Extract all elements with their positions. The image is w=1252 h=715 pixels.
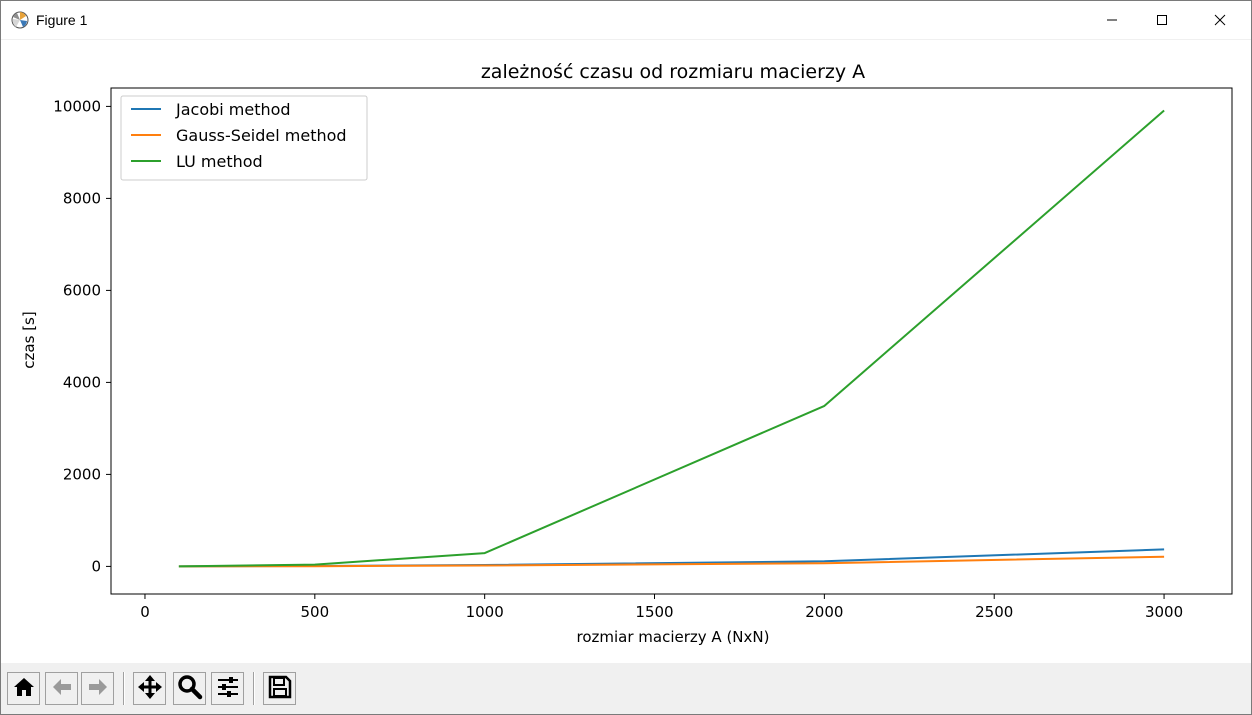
title-bar[interactable]: Figure 1 (1, 1, 1251, 40)
legend-label: Jacobi method (175, 100, 291, 119)
home-icon (12, 675, 36, 703)
maximize-button[interactable] (1139, 1, 1185, 39)
x-tick-label: 1500 (635, 603, 673, 621)
chart-title: zależność czasu od rozmiaru macierzy A (481, 61, 865, 83)
y-axis-ticks: 0 2000 4000 6000 8000 10000 (53, 97, 111, 575)
y-tick-label: 8000 (63, 189, 101, 207)
y-tick-label: 0 (91, 557, 101, 575)
x-tick-label: 2500 (975, 603, 1013, 621)
y-tick-label: 4000 (63, 373, 101, 391)
y-tick-label: 2000 (63, 465, 101, 483)
close-icon (1214, 11, 1226, 30)
magnifier-icon (177, 674, 203, 704)
configure-subplots-button[interactable] (211, 672, 244, 705)
minimize-icon (1106, 11, 1118, 30)
x-tick-label: 500 (300, 603, 329, 621)
legend: Jacobi method Gauss-Seidel method LU metho… (120, 95, 368, 181)
forward-button[interactable] (81, 672, 114, 705)
maximize-icon (1156, 11, 1168, 30)
minimize-button[interactable] (1089, 1, 1135, 39)
zoom-button[interactable] (173, 672, 206, 705)
y-tick-label: 6000 (63, 281, 101, 299)
x-axis-ticks: 0 500 1000 1500 2000 2500 3000 (140, 594, 1183, 621)
toolbar-separator (123, 672, 125, 705)
series-line-gauss-seidel-method (178, 555, 1165, 568)
legend-label: Gauss-Seidel method (176, 126, 347, 145)
close-button[interactable] (1197, 1, 1243, 39)
x-tick-label: 3000 (1145, 603, 1183, 621)
home-button[interactable] (7, 672, 40, 705)
legend-label: LU method (176, 152, 263, 171)
plot-frame (110, 87, 1233, 595)
series-line-lu-method (178, 109, 1165, 568)
window-title: Figure 1 (36, 12, 88, 28)
figure-canvas[interactable]: zależność czasu od rozmiaru macierzy A 0… (1, 40, 1251, 663)
back-button[interactable] (45, 672, 78, 705)
pan-button[interactable] (133, 672, 166, 705)
arrow-right-icon (86, 675, 110, 703)
toolbar-separator (253, 672, 255, 705)
move-icon (137, 674, 163, 704)
y-tick-label: 10000 (53, 97, 101, 115)
floppy-disk-icon (267, 674, 293, 704)
save-button[interactable] (263, 672, 296, 705)
arrow-left-icon (50, 675, 74, 703)
navigation-toolbar (1, 663, 1251, 714)
series-lines (178, 109, 1165, 568)
sliders-icon (215, 674, 241, 704)
matplotlib-icon (11, 11, 29, 29)
x-tick-label: 1000 (466, 603, 504, 621)
legend-box (120, 95, 368, 181)
y-axis-label: czas [s] (20, 311, 38, 368)
x-tick-label: 0 (140, 603, 150, 621)
x-tick-label: 2000 (805, 603, 843, 621)
x-axis-label: rozmiar macierzy A (NxN) (577, 628, 770, 646)
line-chart: zależność czasu od rozmiaru macierzy A 0… (20, 61, 1233, 646)
